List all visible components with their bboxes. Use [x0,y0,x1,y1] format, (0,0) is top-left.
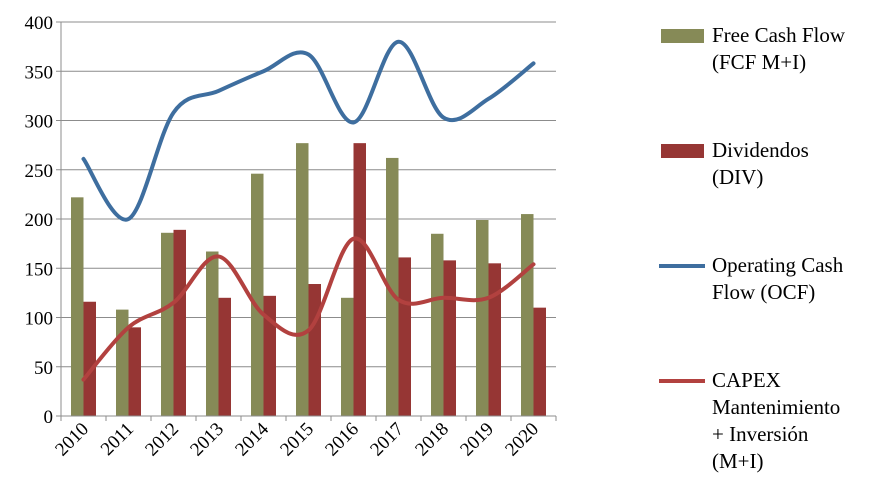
y-tick-label: 400 [25,13,54,34]
line-series [81,39,536,382]
legend-item-operating-cash: Operating Cash Flow (OCF) [659,253,844,304]
bar-free-cash-flow-2013 [206,251,219,416]
line-capex [81,236,536,382]
bar-dividendos-2013 [218,297,231,416]
bar-dividendos-2015 [308,284,321,416]
x-tick-label: 2013 [186,419,228,461]
bar-dividendos-2019 [488,263,501,416]
x-axis-ticks: 2010 2011 2012 2013 2014 2015 2016 2017 2018 2019… [51,418,543,460]
legend-label: Mantenimiento [712,395,840,419]
legend-swatch [661,29,704,43]
bar-free-cash-flow-2020 [521,214,534,416]
x-tick-label: 2017 [366,419,408,461]
bar-dividendos-2016 [353,143,366,416]
legend-label: Dividendos [712,138,809,162]
bar-free-cash-flow-2019 [476,219,489,416]
bar-free-cash-flow-2017 [386,157,399,416]
bar-dividendos-2018 [443,260,456,416]
bar-free-cash-flow-2014 [251,173,264,416]
legend-item-capex: CAPEX Mantenimiento + Inversión (M+I) [659,368,840,473]
x-tick-label: 2016 [321,419,363,461]
y-tick-label: 250 [25,161,54,182]
bar-free-cash-flow-2010 [71,197,84,416]
axes [56,21,557,421]
y-tick-label: 300 [25,112,54,133]
x-tick-label: 2018 [411,419,453,461]
bar-free-cash-flow-2018 [431,233,444,416]
legend-swatch [661,144,704,158]
bar-free-cash-flow-2012 [161,232,174,416]
bar-dividendos-2020 [533,307,546,416]
y-tick-label: 200 [25,210,54,231]
bar-dividendos-2014 [263,295,276,416]
bar-free-cash-flow-2016 [341,297,354,416]
legend-label: (FCF M+I) [712,50,806,74]
legend-label: Free Cash Flow [712,23,846,47]
y-tick-label: 0 [44,407,54,428]
bar-dividendos-2012 [173,229,186,416]
bar-dividendos-2011 [128,327,141,416]
bar-free-cash-flow-2015 [296,143,309,416]
y-tick-label: 50 [34,358,53,379]
line-operating-cash [81,39,536,222]
legend-label: CAPEX [712,368,781,392]
x-tick-label: 2012 [141,419,183,461]
y-axis-ticks: 0 50 100 150 200 250 300 350 400 [25,13,54,428]
bar-dividendos-2010 [83,301,96,416]
y-tick-label: 100 [25,309,54,330]
legend-label: (DIV) [712,165,763,189]
bar-free-cash-flow-2011 [116,309,129,416]
legend: Free Cash Flow (FCF M+I) Dividendos (DIV) Op… [659,23,846,473]
x-tick-label: 2014 [231,418,273,460]
y-tick-label: 350 [25,62,54,83]
x-tick-label: 2010 [51,419,93,461]
bar-series [71,143,546,416]
x-tick-label: 2015 [276,419,318,461]
y-tick-label: 150 [25,259,54,280]
legend-item-free-cash-flow: Free Cash Flow (FCF M+I) [661,23,846,74]
legend-label: Operating Cash [712,253,844,277]
x-tick-label: 2019 [456,419,498,461]
bar-dividendos-2017 [398,257,411,416]
legend-label: (M+I) [712,449,764,473]
legend-label: + Inversión [712,422,809,446]
legend-label: Flow (OCF) [712,280,815,304]
x-tick-label: 2020 [501,419,543,461]
legend-item-dividendos: Dividendos (DIV) [661,138,809,189]
x-tick-label: 2011 [97,419,138,460]
